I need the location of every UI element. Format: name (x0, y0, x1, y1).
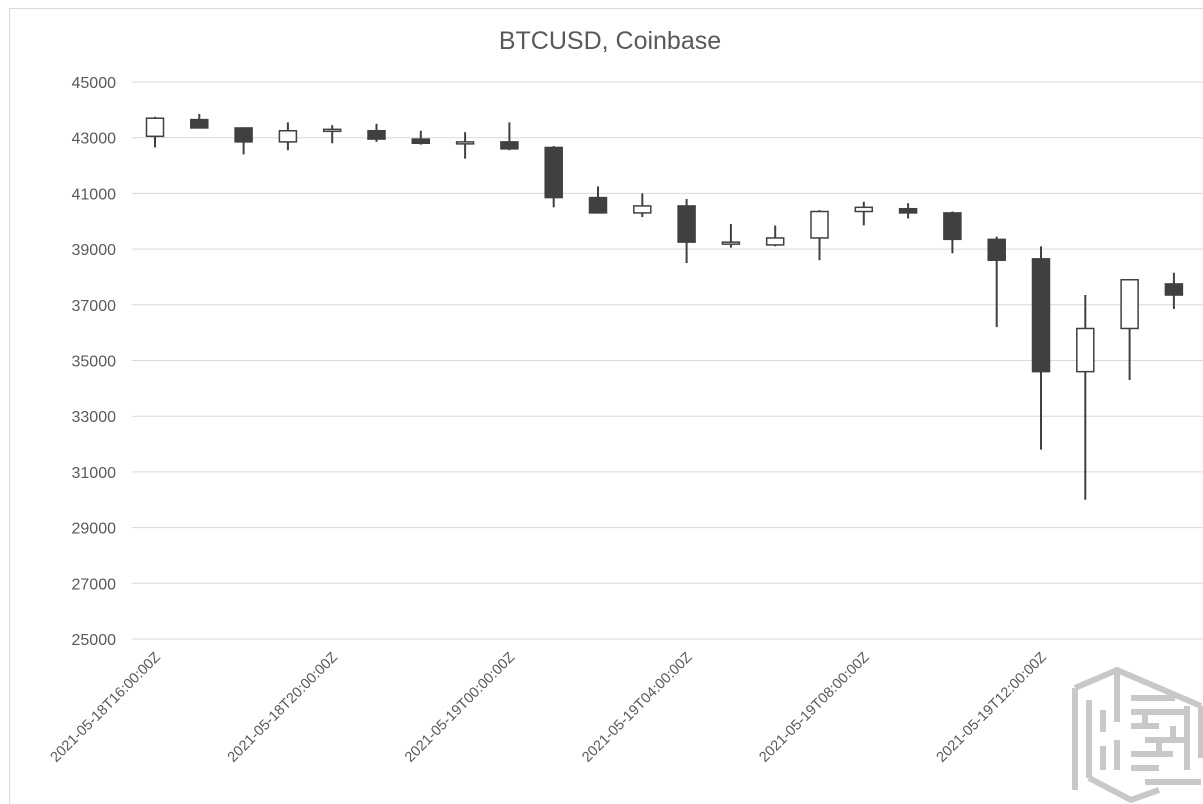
candle (943, 211, 962, 254)
y-tick-label: 25000 (72, 632, 117, 649)
y-tick-label: 45000 (72, 75, 117, 92)
x-tick-label: 2021-05-19T00:00:00Z (402, 649, 518, 765)
candles (145, 114, 1184, 500)
candle (721, 224, 741, 248)
candle-body (278, 129, 298, 143)
candle (1164, 272, 1184, 309)
chart-title: BTCUSD, Coinbase (499, 27, 721, 55)
x-tick-label: 2021-05-18T16:00:00Z (48, 649, 164, 765)
candle (278, 122, 298, 151)
candle (500, 122, 519, 151)
candle-body (765, 237, 785, 246)
grid-lines (132, 81, 1203, 640)
candle (677, 198, 696, 264)
y-tick-label: 29000 (72, 521, 117, 538)
candle (898, 203, 918, 219)
candle-body (455, 141, 475, 145)
candle-body (322, 128, 342, 133)
candle (1031, 246, 1051, 450)
candle (588, 186, 608, 214)
candle (633, 193, 652, 218)
candle (234, 127, 253, 155)
candle-body (943, 212, 962, 241)
candle (1076, 295, 1095, 500)
y-axis-ticks: 25000 27000 29000 31000 33000 35000 37000 39000… (72, 75, 117, 649)
candle-body (411, 138, 431, 145)
x-tick-label: 2021-05-19T04:00:00Z (579, 649, 695, 765)
candle-body (898, 207, 918, 214)
candle-body (810, 210, 829, 239)
candle-body (145, 117, 165, 138)
candle-body (190, 118, 209, 129)
candle (145, 116, 165, 148)
candle-body (854, 206, 874, 213)
candle (987, 236, 1006, 328)
y-tick-label: 41000 (72, 186, 117, 203)
y-tick-label: 33000 (72, 409, 117, 426)
candle (765, 225, 785, 247)
chart-frame (9, 8, 1203, 804)
candle (1120, 278, 1139, 380)
candle (455, 132, 475, 159)
maze-logo-icon (1072, 666, 1203, 804)
y-tick-label: 37000 (72, 298, 117, 315)
x-axis-ticks: 2021-05-18T16:00:00Z 2021-05-18T20:00:00Z… (48, 649, 1050, 765)
candle-body (1120, 278, 1139, 330)
candle-body (1076, 327, 1095, 373)
x-tick-label: 2021-05-18T20:00:00Z (225, 649, 341, 765)
candle (322, 125, 342, 144)
candle-body (721, 241, 741, 245)
y-tick-label: 43000 (72, 131, 117, 148)
candle (854, 201, 874, 226)
x-tick-label: 2021-05-19T08:00:00Z (756, 649, 872, 765)
candle-body (1031, 258, 1051, 373)
candle (411, 130, 431, 145)
candle-body (987, 238, 1006, 261)
candle-body (588, 196, 608, 214)
x-tick-label: 2021-05-19T12:00:00Z (934, 649, 1050, 765)
candle-body (234, 127, 253, 143)
y-tick-label: 39000 (72, 242, 117, 259)
candle (367, 123, 386, 142)
candle-body (1164, 283, 1184, 296)
candle (810, 210, 829, 261)
y-tick-label: 27000 (72, 576, 117, 593)
y-tick-label: 35000 (72, 354, 117, 371)
candle (544, 146, 563, 208)
y-tick-label: 31000 (72, 465, 117, 482)
candle (190, 114, 209, 129)
candle-body (500, 141, 519, 150)
candle-body (367, 129, 386, 140)
candle-body (544, 146, 563, 199)
candle-body (677, 205, 696, 243)
candle-body (633, 205, 652, 214)
